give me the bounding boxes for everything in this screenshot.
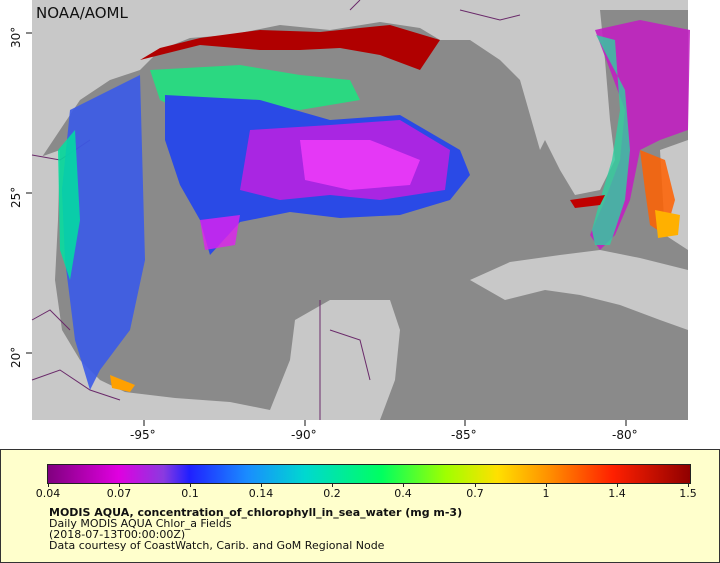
political-borders	[31, 0, 521, 420]
colorbar-label: 0.7	[466, 487, 484, 500]
colorbar	[47, 464, 691, 484]
lon-label-90: -90°	[291, 428, 317, 442]
chlorophyll-map	[26, 0, 690, 426]
colorbar-label: 1.5	[679, 487, 697, 500]
lon-label-85: -85°	[451, 428, 477, 442]
legend-date: (2018-07-13T00:00:00Z)	[49, 528, 186, 541]
lon-label-80: -80°	[612, 428, 638, 442]
colorbar-label: 0.04	[35, 487, 61, 500]
lon-label-95: -95°	[130, 428, 156, 442]
land-florida	[520, 10, 615, 195]
legend-subtitle: Daily MODIS AQUA Chlor_a Fields	[49, 517, 232, 530]
land-cuba	[470, 250, 688, 330]
chlorophyll-swaths	[58, 20, 690, 392]
lat-label-30: 30°	[9, 26, 23, 48]
legend-credit: Data courtesy of CoastWatch, Carib. and …	[49, 539, 385, 552]
legend-title: MODIS AQUA, concentration_of_chlorophyll…	[49, 506, 463, 519]
colorbar-label: 1.4	[608, 487, 626, 500]
lat-label-25: 25°	[9, 186, 23, 208]
axis-ticks	[26, 32, 627, 426]
colorbar-label: 1	[542, 487, 550, 500]
colorbar-label: 0.07	[106, 487, 132, 500]
lat-label-20: 20°	[9, 346, 23, 368]
land-mexico	[32, 150, 400, 420]
legend-panel: 0.04 0.07 0.1 0.14 0.2 0.4 0.7 1 1.4 1.5…	[0, 449, 720, 563]
colorbar-label: 0.4	[394, 487, 412, 500]
colorbar-label: 0.14	[248, 487, 274, 500]
colorbar-label: 0.2	[323, 487, 341, 500]
colorbar-label: 0.1	[181, 487, 199, 500]
watermark-text: NOAA/AOML	[36, 4, 128, 22]
